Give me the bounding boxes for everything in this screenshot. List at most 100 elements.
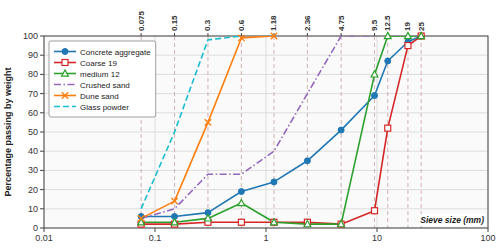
x2-tick-label: 2.36 — [303, 15, 312, 31]
legend-label: Crushed sand — [80, 81, 130, 90]
x-tick — [44, 228, 45, 232]
y-tick — [40, 208, 44, 209]
series-marker — [371, 71, 378, 77]
sieve-line — [421, 36, 422, 228]
y-tick-label: 70 — [28, 89, 38, 99]
y-tick — [40, 93, 44, 94]
sieve-line — [273, 36, 274, 228]
sieve-line — [307, 36, 308, 228]
y-tick — [40, 36, 44, 37]
x-tick — [155, 228, 156, 232]
x-tick — [488, 228, 489, 232]
series-marker — [385, 125, 391, 131]
legend-label: Coarse 19 — [80, 59, 117, 68]
y-tick-label: 10 — [28, 204, 38, 214]
y-tick — [40, 112, 44, 113]
series-marker — [304, 158, 310, 164]
series-line — [141, 36, 421, 224]
series-marker — [238, 199, 245, 205]
series-marker — [405, 32, 412, 38]
legend: Concrete aggregate Coarse 19 medium 12 Crus… — [49, 41, 156, 117]
series-marker — [271, 219, 278, 225]
y-grid-line — [44, 132, 488, 133]
series-marker — [238, 219, 244, 225]
sieve-line — [207, 36, 208, 228]
y-tick — [40, 132, 44, 133]
x2-tick — [307, 33, 308, 36]
series-marker — [338, 127, 344, 133]
series-marker — [271, 179, 277, 185]
series-marker — [405, 43, 411, 49]
series-line — [141, 36, 421, 224]
series-marker — [385, 58, 391, 64]
legend-label: Glass powder — [80, 103, 129, 112]
legend-label: Concrete aggregate — [80, 48, 151, 57]
x2-tick-label: 0.3 — [203, 19, 212, 31]
x2-tick — [341, 33, 342, 36]
series-marker — [384, 32, 391, 38]
x2-tick-label: 0.075 — [137, 10, 146, 31]
series-marker — [171, 198, 177, 204]
x-tick — [377, 228, 378, 232]
x2-tick — [174, 33, 175, 36]
y-tick-label: 30 — [28, 165, 38, 175]
markers — [138, 32, 425, 227]
y-tick — [40, 189, 44, 190]
y-tick-label: 20 — [28, 185, 38, 195]
y-tick — [40, 74, 44, 75]
series-marker — [271, 33, 277, 39]
y-tick-label: 90 — [28, 50, 38, 60]
x-tick-label: 0.01 — [35, 233, 53, 243]
legend-marker — [62, 70, 69, 76]
y-tick — [40, 170, 44, 171]
series-line — [141, 36, 241, 209]
y-tick — [40, 228, 44, 229]
y-tick-label: 60 — [28, 108, 38, 118]
x-axis-label: Sieve size (mm) — [420, 215, 484, 225]
legend-marker — [62, 60, 68, 66]
x-axis-label-background — [418, 214, 486, 226]
legend-marker — [62, 49, 68, 55]
x2-tick-label: 1.18 — [269, 15, 278, 31]
series-marker — [418, 33, 424, 39]
legend-label: Dune sand — [80, 92, 119, 101]
x2-tick-label: 9.5 — [370, 19, 379, 31]
x-tick-label: 1 — [263, 233, 268, 243]
x2-tick-label: 4.75 — [337, 15, 346, 31]
legend-swatch — [54, 106, 76, 108]
legend-marker — [62, 92, 68, 98]
series-marker — [171, 219, 178, 225]
x-axis-label-group: Sieve size (mm) — [418, 214, 486, 226]
series-marker — [338, 221, 344, 227]
y-grid-line — [44, 189, 488, 190]
series-marker — [271, 219, 277, 225]
y-tick — [40, 55, 44, 56]
series-marker — [304, 221, 311, 227]
series-marker — [372, 208, 378, 214]
series-marker — [138, 215, 144, 221]
y-tick-label: 80 — [28, 69, 38, 79]
grid — [44, 36, 488, 228]
x2-tick-label: 0.15 — [170, 15, 179, 31]
plot-frame — [44, 36, 488, 228]
y-tick-label: 100 — [23, 31, 38, 41]
x2-tick — [207, 33, 208, 36]
sieve-line — [374, 36, 375, 228]
sieve-line — [407, 36, 408, 228]
x2-tick-label: 19 — [403, 22, 412, 31]
x-tick-label: 100 — [480, 233, 495, 243]
series-marker — [418, 32, 425, 38]
x-tick — [266, 228, 267, 232]
x-tick-label: 0.1 — [149, 233, 162, 243]
y-tick — [40, 151, 44, 152]
legend-label: medium 12 — [80, 70, 120, 79]
x2-tick-label: 0.6 — [237, 19, 246, 31]
plot-background — [44, 36, 488, 228]
x-tick-label: 10 — [372, 233, 382, 243]
y-axis-label: Percentage passing by weight — [3, 67, 13, 196]
series-line — [141, 36, 274, 218]
y-tick-label: 0 — [33, 223, 38, 233]
lines — [141, 36, 421, 224]
x2-tick — [241, 33, 242, 36]
axes: 0.010.111010001020304050607080901000.075… — [23, 10, 496, 243]
